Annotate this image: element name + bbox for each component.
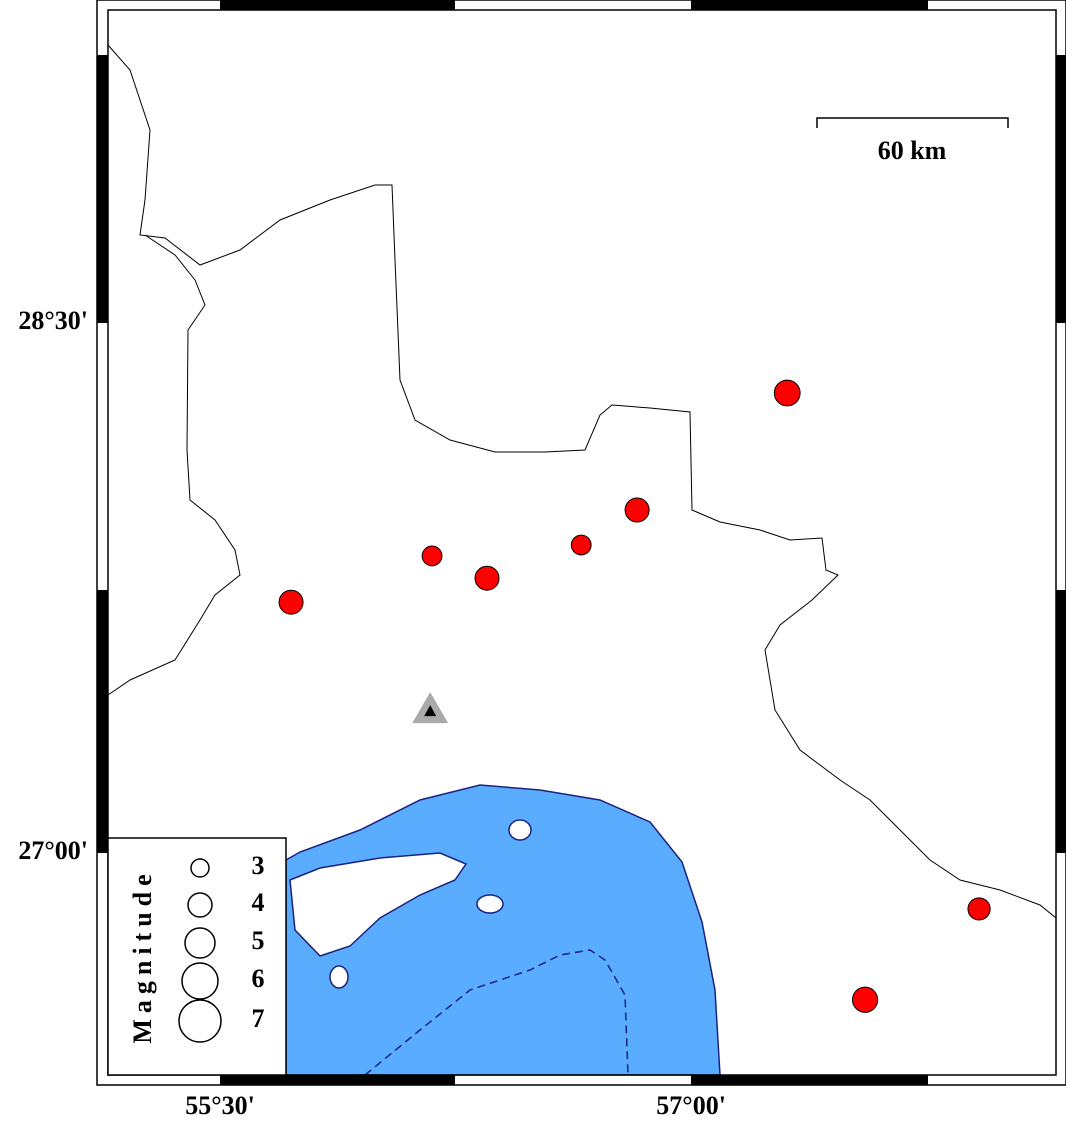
border-line: [107, 234, 241, 696]
y-tick-label: 28°30': [18, 306, 88, 335]
scale-line: [816, 117, 1009, 128]
legend-circle: [184, 927, 216, 959]
legend: Magnitude 3 4 5 6 7: [107, 837, 287, 1076]
event: [421, 545, 443, 567]
x-tick-label: 57°00': [656, 1091, 726, 1120]
scale-label: 60 km: [878, 136, 947, 165]
scale-bar: 60 km: [816, 117, 1009, 165]
frame-bar: [97, 55, 108, 323]
station-core: [424, 705, 437, 717]
legend-label: 6: [252, 964, 265, 993]
borders: [107, 44, 1057, 919]
tick-labels: 55°30' 57°00' 27°00' 28°30': [18, 306, 726, 1120]
legend-label: 7: [252, 1004, 265, 1033]
frame-bar: [1056, 590, 1066, 853]
sea: [285, 784, 721, 1076]
island: [329, 965, 349, 989]
legend-circle: [178, 999, 222, 1043]
legend-circle: [181, 962, 219, 1000]
frame-bar: [220, 0, 455, 10]
frame-inner: [107, 9, 1057, 1076]
frame-outer: [96, 0, 1066, 1086]
legend-box: [107, 837, 287, 1076]
frame: [96, 0, 1066, 1086]
legend-title: Magnitude: [128, 868, 157, 1043]
legend-label: 4: [252, 888, 265, 917]
y-tick-label: 27°00': [18, 836, 88, 865]
event: [773, 379, 801, 407]
event: [624, 497, 650, 523]
island: [508, 819, 532, 841]
frame-bar: [97, 590, 108, 853]
legend-label: 5: [252, 926, 265, 955]
island: [289, 852, 468, 957]
event: [851, 986, 879, 1013]
events: [278, 379, 991, 1013]
event: [278, 589, 304, 615]
border-line: [107, 44, 1057, 919]
event: [967, 897, 991, 921]
x-tick-label: 55°30': [185, 1091, 255, 1120]
legend-circle: [190, 858, 210, 878]
frame-bar: [691, 1075, 928, 1085]
event: [474, 565, 500, 591]
frame-bar: [691, 0, 928, 10]
frame-bar: [220, 1075, 455, 1085]
depth-contour: [364, 949, 629, 1076]
legend-circle: [187, 892, 213, 918]
event: [570, 534, 592, 556]
frame-bar: [1056, 55, 1066, 323]
legend-label: 3: [252, 851, 265, 880]
island: [476, 894, 504, 914]
